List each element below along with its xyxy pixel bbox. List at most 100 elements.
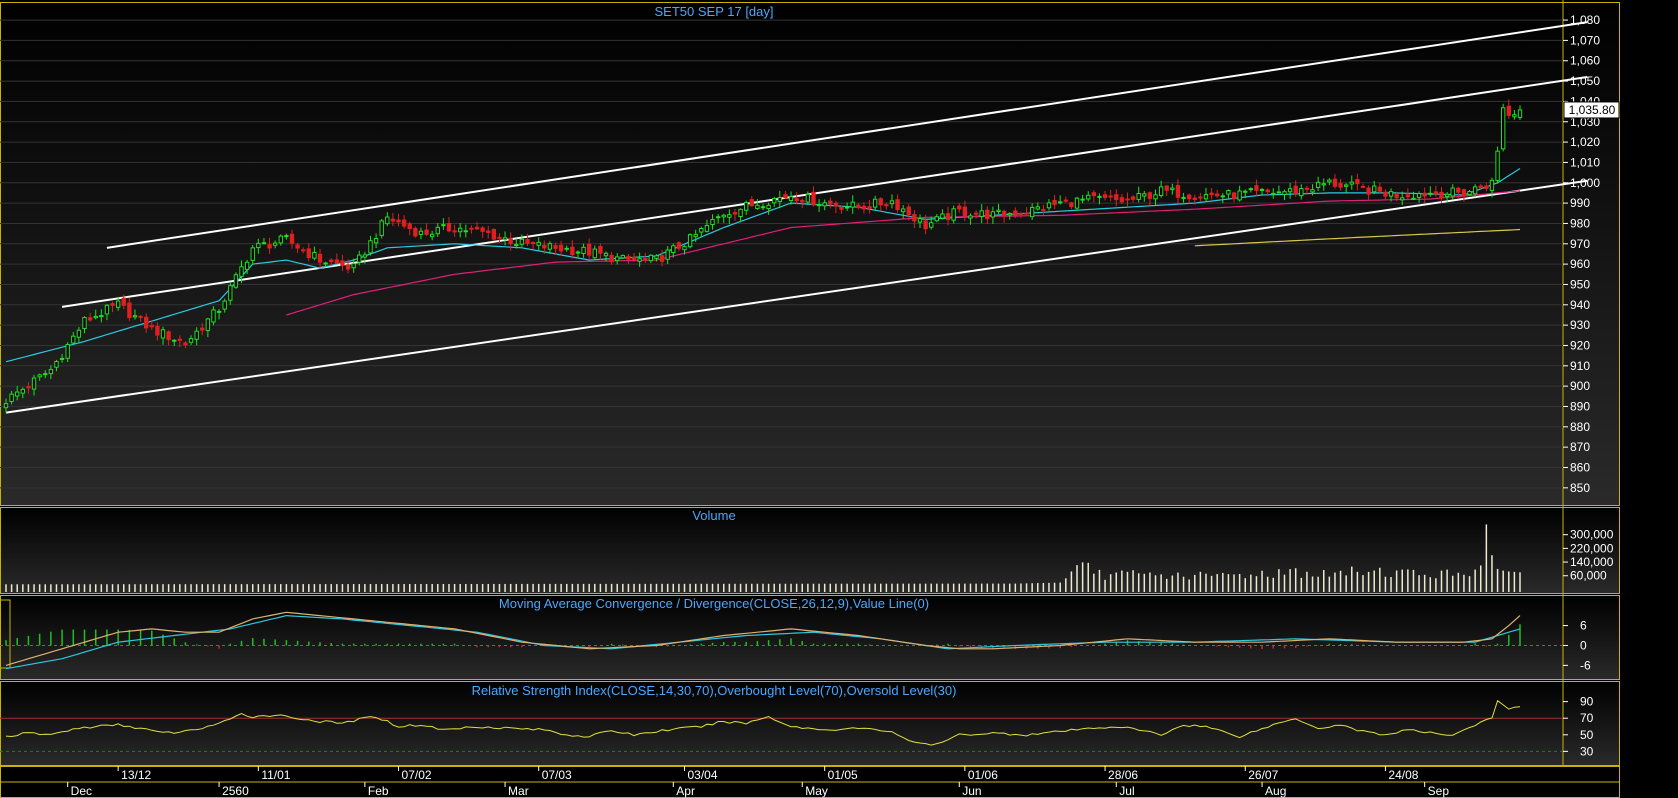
candle-body[interactable] [643, 258, 648, 261]
candle-body[interactable] [99, 315, 104, 318]
candle-body[interactable] [1478, 185, 1483, 189]
candle-body[interactable] [160, 329, 166, 339]
candle-body[interactable] [1192, 197, 1197, 201]
candle-body[interactable] [177, 338, 183, 341]
candle-body[interactable] [1388, 191, 1394, 197]
candle-body[interactable] [1147, 192, 1153, 199]
candle-body[interactable] [1332, 178, 1338, 187]
candle-body[interactable] [474, 226, 480, 230]
candle-body[interactable] [351, 263, 356, 269]
candle-body[interactable] [205, 318, 211, 332]
candle-body[interactable] [598, 245, 603, 254]
candle-body[interactable] [329, 259, 334, 263]
candle-body[interactable] [340, 260, 345, 266]
candle-body[interactable] [379, 220, 384, 237]
candle-body[interactable] [1501, 107, 1506, 150]
candle-body[interactable] [222, 300, 227, 310]
candle-body[interactable] [1029, 206, 1035, 218]
candle-body[interactable] [547, 243, 553, 250]
candle-body[interactable] [581, 246, 586, 255]
candle-body[interactable] [71, 335, 76, 344]
candle-body[interactable] [166, 331, 171, 341]
candle-body[interactable] [149, 325, 154, 328]
candle-body[interactable] [295, 244, 300, 249]
candle-body[interactable] [144, 316, 149, 329]
candle-body[interactable] [9, 393, 14, 403]
candle-body[interactable] [1041, 208, 1046, 211]
candle-body[interactable] [861, 205, 867, 210]
candle-body[interactable] [87, 317, 93, 321]
candle-body[interactable] [368, 240, 373, 254]
candle-body[interactable] [435, 226, 440, 235]
candle-body[interactable] [1091, 192, 1097, 197]
candle-body[interactable] [1512, 114, 1517, 118]
candle-body[interactable] [385, 216, 390, 225]
candle-body[interactable] [1489, 179, 1495, 191]
candle-body[interactable] [1287, 188, 1293, 193]
candle-body[interactable] [929, 222, 934, 228]
candle-body[interactable] [816, 204, 822, 207]
candle-body[interactable] [396, 219, 401, 223]
candle-body[interactable] [1282, 191, 1287, 195]
candle-body[interactable] [828, 200, 833, 205]
candle-body[interactable] [1299, 188, 1304, 197]
candle-body[interactable] [1237, 190, 1242, 201]
candle-body[interactable] [1074, 197, 1080, 209]
candle-body[interactable] [962, 206, 968, 217]
candle-body[interactable] [665, 249, 670, 260]
candle-body[interactable] [1052, 199, 1057, 205]
candle-body[interactable] [272, 242, 278, 246]
candle-body[interactable] [811, 191, 816, 206]
candle-body[interactable] [1080, 198, 1085, 201]
candle-body[interactable] [1450, 187, 1455, 197]
candle-body[interactable] [441, 224, 446, 227]
candle-body[interactable] [26, 386, 31, 389]
candle-body[interactable] [1035, 206, 1040, 210]
candle-body[interactable] [334, 259, 340, 264]
candle-body[interactable] [312, 251, 317, 259]
candle-body[interactable] [1467, 191, 1472, 196]
candle-body[interactable] [1433, 191, 1439, 195]
candle-body[interactable] [699, 228, 704, 233]
candle-body[interactable] [772, 198, 777, 204]
candle-body[interactable] [1108, 195, 1113, 198]
candle-body[interactable] [1069, 202, 1074, 208]
candle-body[interactable] [216, 310, 222, 313]
candle-body[interactable] [912, 214, 917, 222]
candle-body[interactable] [615, 256, 620, 261]
candle-body[interactable] [1416, 193, 1422, 198]
candle-body[interactable] [777, 196, 782, 202]
candle-body[interactable] [1013, 210, 1018, 216]
candle-body[interactable] [1125, 198, 1130, 201]
candle-body[interactable] [901, 208, 906, 213]
candle-body[interactable] [1372, 185, 1377, 193]
candle-body[interactable] [239, 266, 244, 277]
candle-body[interactable] [1472, 186, 1478, 195]
candle-body[interactable] [727, 214, 732, 218]
channel-lower[interactable] [5, 179, 1588, 414]
candle-body[interactable] [1293, 185, 1298, 195]
candle-body[interactable] [968, 215, 973, 219]
candle-body[interactable] [620, 255, 625, 259]
candle-body[interactable] [54, 361, 59, 368]
candle-body[interactable] [1186, 194, 1192, 200]
candle-body[interactable] [429, 233, 435, 238]
channel-upper[interactable] [106, 21, 1588, 249]
candle-body[interactable] [895, 199, 900, 211]
candle-body[interactable] [766, 204, 771, 210]
candle-body[interactable] [15, 391, 20, 397]
candle-body[interactable] [800, 199, 805, 203]
candle-body[interactable] [65, 344, 70, 359]
candle-body[interactable] [390, 218, 396, 222]
candle-body[interactable] [317, 253, 323, 263]
candle-body[interactable] [1355, 179, 1360, 185]
candle-body[interactable] [1383, 191, 1388, 197]
candle-body[interactable] [1024, 212, 1029, 215]
candle-body[interactable] [93, 315, 98, 319]
candle-body[interactable] [609, 254, 614, 263]
candle-body[interactable] [996, 209, 1001, 213]
candle-body[interactable] [1310, 189, 1315, 193]
candle-body[interactable] [1461, 189, 1467, 197]
candle-body[interactable] [788, 196, 794, 202]
candle-body[interactable] [575, 251, 581, 254]
